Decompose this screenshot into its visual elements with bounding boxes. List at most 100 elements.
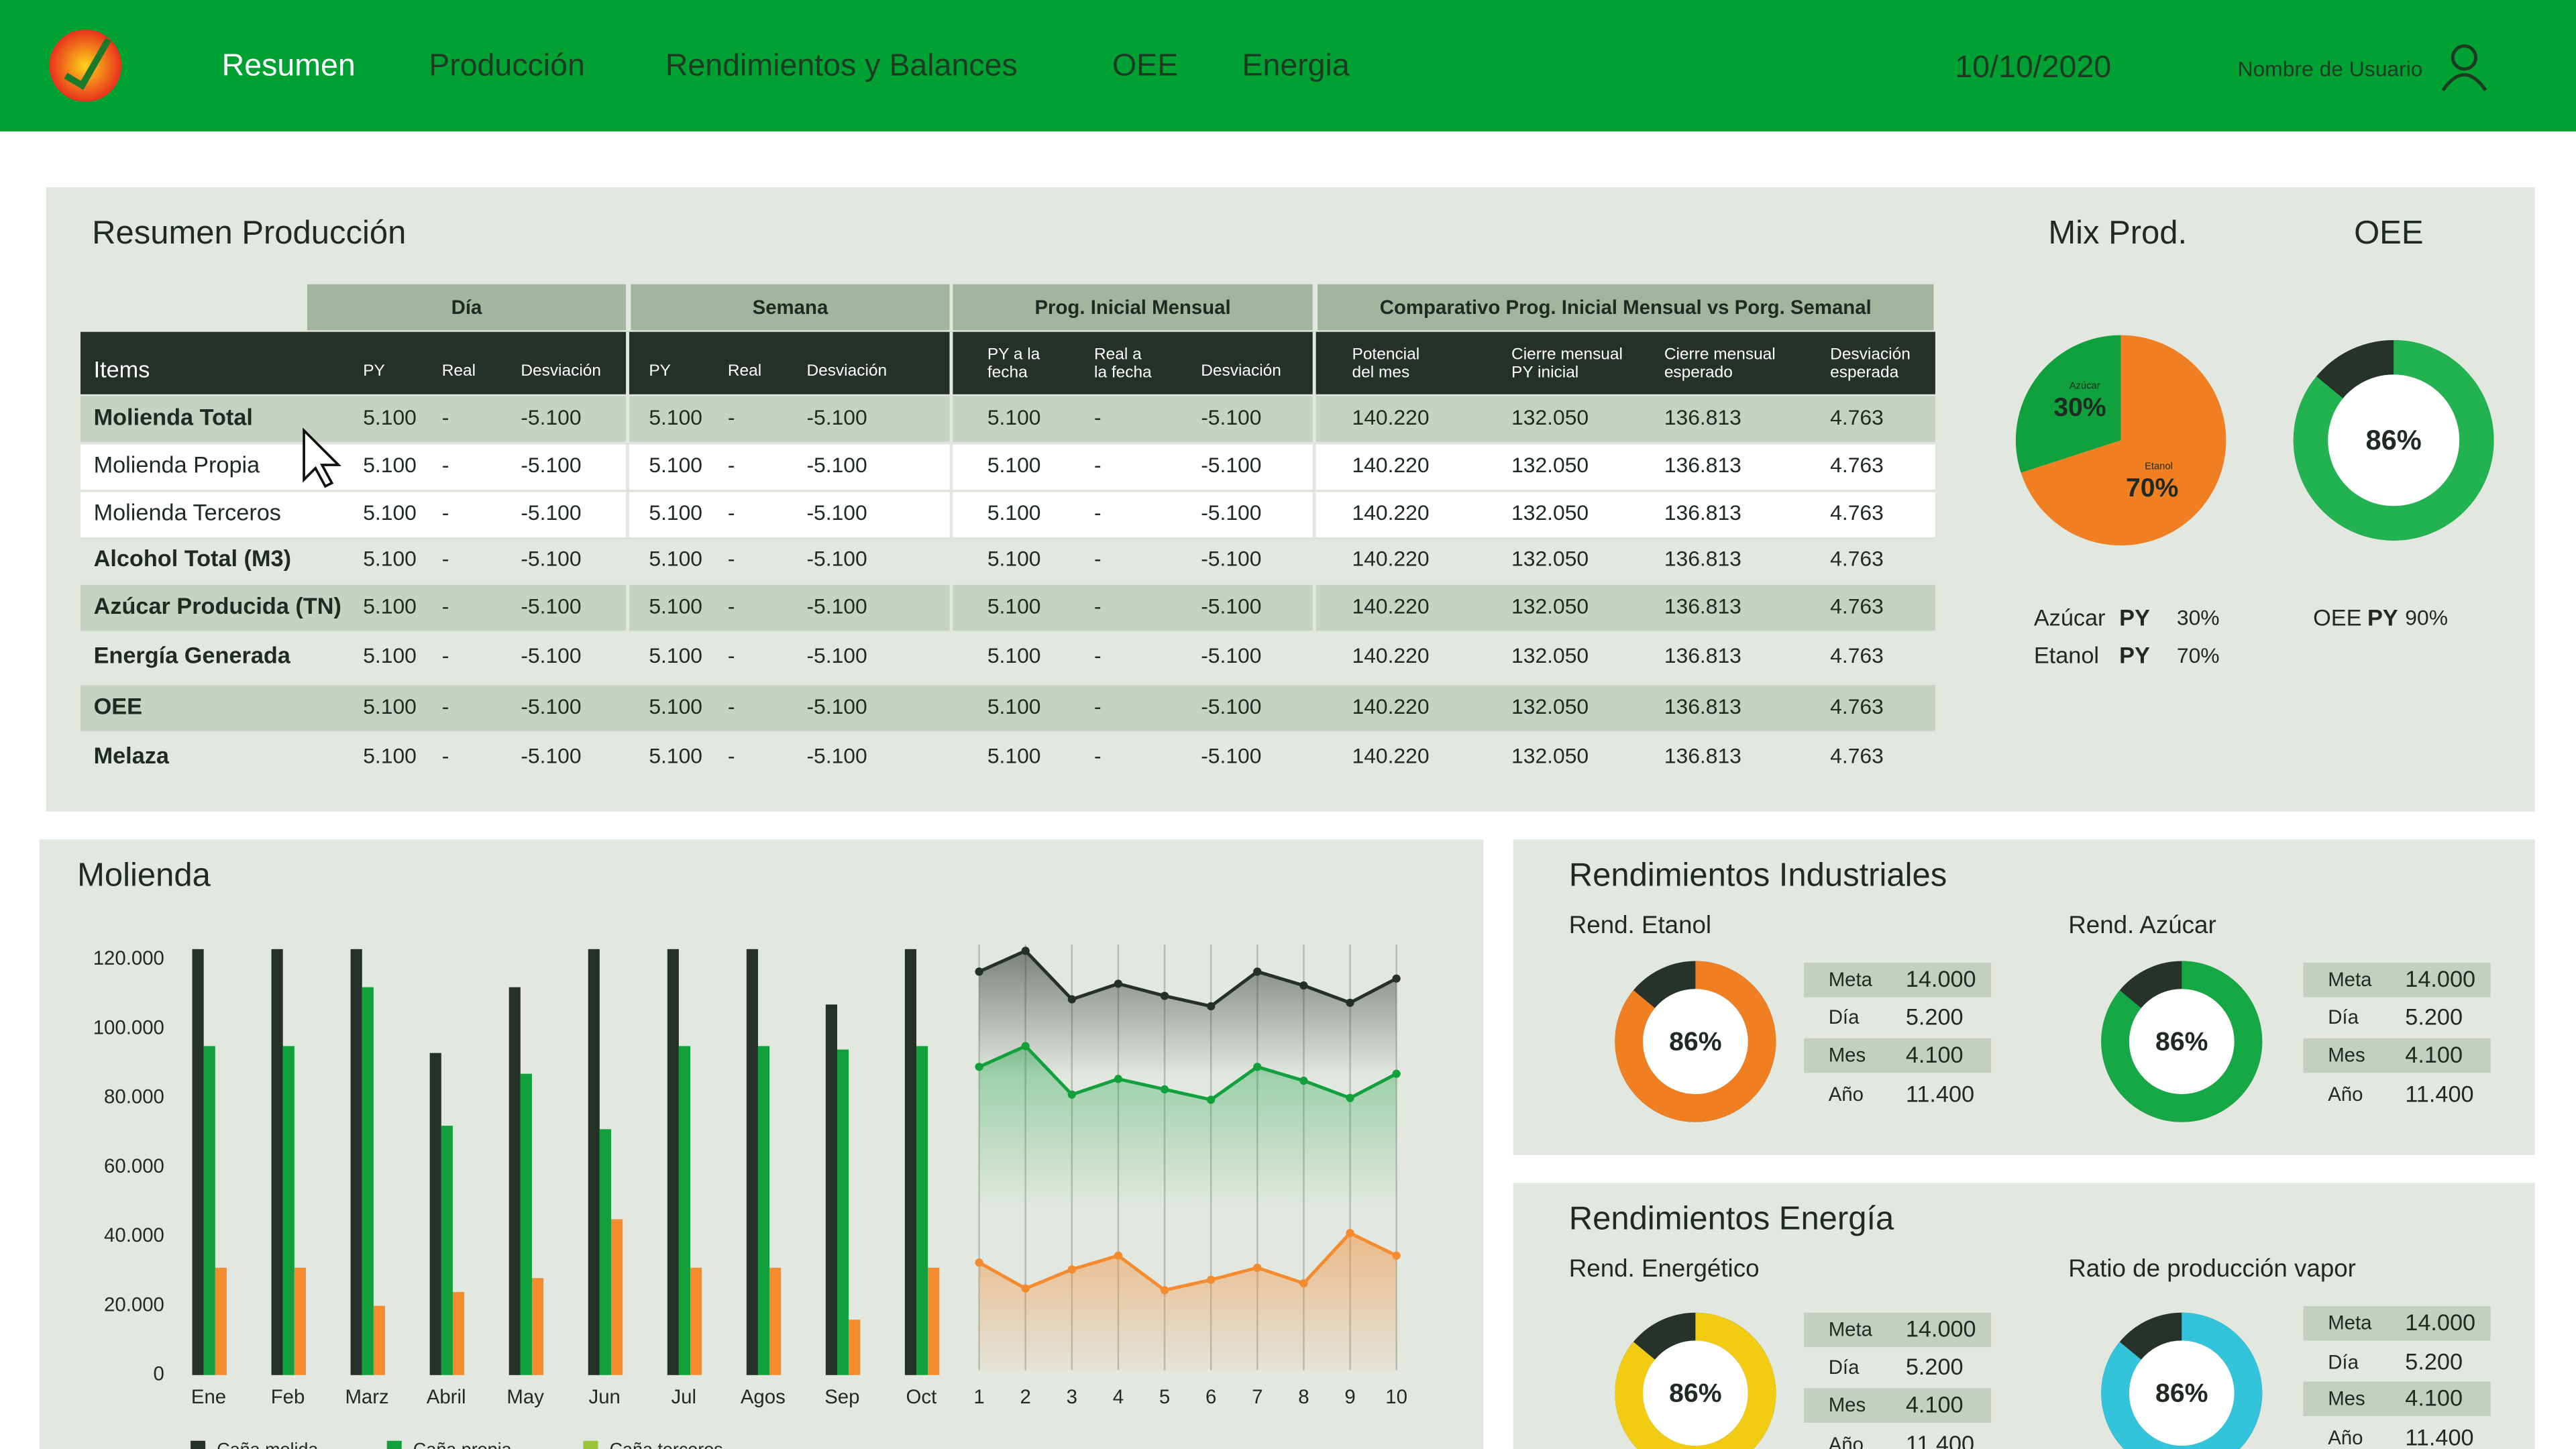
nav-item[interactable]: Energia xyxy=(1242,48,1349,83)
bar xyxy=(837,1049,849,1375)
x-tick-label: 7 xyxy=(1252,1386,1263,1408)
cell: - xyxy=(442,743,449,767)
kpi-label: Año xyxy=(1829,1434,1864,1449)
cell: -5.100 xyxy=(1201,547,1261,571)
logo-check xyxy=(64,38,111,91)
nav-item[interactable]: OEE xyxy=(1112,48,1178,83)
donut-hole xyxy=(1642,989,1748,1095)
cell: 5.100 xyxy=(987,743,1041,767)
point xyxy=(1114,1075,1123,1083)
row-bg xyxy=(80,491,1935,537)
cell: 5.100 xyxy=(987,405,1041,429)
column-label: Cierre mensual xyxy=(1664,345,1776,363)
pie-label: 70% xyxy=(2126,474,2178,502)
cell: 5.100 xyxy=(649,453,702,477)
cell: 140.220 xyxy=(1352,453,1430,477)
donut-arc xyxy=(2293,339,2494,541)
bar xyxy=(215,1267,227,1375)
group-header xyxy=(307,284,627,331)
donut-hole xyxy=(1642,1340,1748,1446)
nav-item[interactable]: Resumen xyxy=(222,48,356,83)
bar xyxy=(271,949,283,1375)
group-label: Semana xyxy=(753,297,828,319)
cell: - xyxy=(1094,694,1102,718)
column-label: Desviación xyxy=(1830,345,1911,363)
row-bg xyxy=(80,685,1935,731)
cell: 132.050 xyxy=(1511,594,1589,619)
y-tick-label: 40.000 xyxy=(104,1224,164,1246)
line xyxy=(978,1044,1397,1102)
bar xyxy=(429,1053,441,1375)
y-tick-label: 100.000 xyxy=(93,1016,164,1038)
column-header-row xyxy=(80,331,1935,394)
cell: 5.100 xyxy=(363,743,417,767)
column-label: Real xyxy=(728,362,761,380)
cell: 5.100 xyxy=(987,453,1041,477)
donut-arc xyxy=(2101,1312,2263,1449)
cell: 5.100 xyxy=(987,500,1041,525)
cell: 136.813 xyxy=(1664,453,1741,477)
point xyxy=(1207,1095,1216,1104)
cell: - xyxy=(442,594,449,619)
kpi-value: 11.400 xyxy=(1906,1082,1974,1108)
group-header xyxy=(631,284,950,331)
cell: 5.100 xyxy=(363,594,417,619)
legend-swatch xyxy=(583,1440,598,1449)
logo[interactable] xyxy=(49,30,122,102)
cell: 132.050 xyxy=(1511,743,1589,767)
user-name[interactable]: Nombre de Usuario xyxy=(2238,57,2423,81)
column-label: Desviación xyxy=(521,362,601,380)
cell: - xyxy=(1094,500,1102,525)
y-tick-label: 60.000 xyxy=(104,1155,164,1177)
cell: 132.050 xyxy=(1511,694,1589,718)
user-icon[interactable] xyxy=(2441,44,2487,92)
bar xyxy=(362,987,374,1375)
donut-hole xyxy=(2328,374,2460,506)
kpi-value: 5.200 xyxy=(1906,1354,1964,1380)
kpi-label: Día xyxy=(2328,1006,2359,1028)
cell: 136.813 xyxy=(1664,547,1741,571)
group-label: Día xyxy=(451,297,482,319)
cell: - xyxy=(728,694,735,718)
top-bar xyxy=(0,0,2576,131)
cell: 4.763 xyxy=(1830,405,1884,429)
cell: 5.100 xyxy=(987,643,1041,667)
column-label: fecha xyxy=(987,363,1028,381)
point xyxy=(1346,1093,1354,1102)
bar xyxy=(588,949,600,1375)
cell: -5.100 xyxy=(521,500,581,525)
cell: - xyxy=(1094,643,1102,667)
donut-arc xyxy=(1615,961,1776,1122)
cell: -5.100 xyxy=(1201,500,1261,525)
logo-circle xyxy=(49,30,122,102)
nav-item[interactable]: Rendimientos y Balances xyxy=(665,48,1018,83)
bar xyxy=(757,1046,770,1375)
point xyxy=(1299,1076,1308,1085)
x-tick-label: 6 xyxy=(1205,1386,1216,1408)
x-tick-label: 2 xyxy=(1020,1386,1031,1408)
pie-slice xyxy=(2015,335,2121,473)
pie-category: Etanol xyxy=(2145,461,2173,472)
chart-title: Mix Prod. xyxy=(2048,215,2187,251)
bar xyxy=(203,1046,215,1375)
kpi-value: 4.100 xyxy=(2405,1386,2463,1411)
row-bg xyxy=(80,396,1935,442)
cell: Azúcar Producida (TN) xyxy=(94,594,341,619)
cell: Energía Generada xyxy=(94,643,291,669)
donut-label: 86% xyxy=(2366,424,2422,455)
group-label: Prog. Inicial Mensual xyxy=(1034,297,1230,319)
kpi-value: 14.000 xyxy=(1906,1317,1976,1342)
kpi-label: Año xyxy=(2328,1427,2363,1449)
nav-item[interactable]: Producción xyxy=(429,48,585,83)
bar xyxy=(849,1320,861,1375)
cell: 136.813 xyxy=(1664,694,1741,718)
cell: - xyxy=(1094,743,1102,767)
x-tick-label: Feb xyxy=(271,1386,305,1408)
point xyxy=(1021,947,1030,955)
cell: -5.100 xyxy=(806,547,867,571)
x-tick-label: Marz xyxy=(345,1386,388,1408)
bar xyxy=(667,949,679,1375)
kpi-value: 11.400 xyxy=(2405,1425,2473,1449)
kpi-row-bg xyxy=(2303,1305,2491,1341)
